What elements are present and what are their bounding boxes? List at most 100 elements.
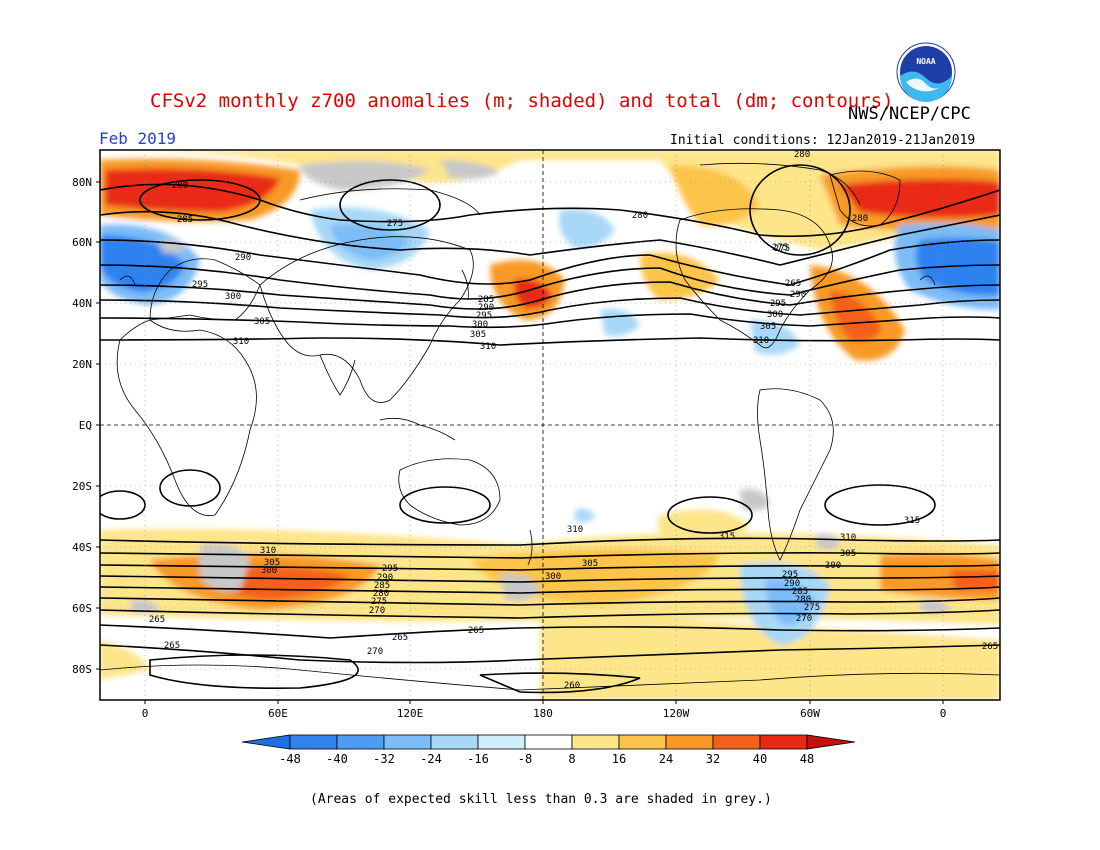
contour-label: 265 (149, 615, 165, 625)
contour-label: 275 (774, 244, 790, 254)
contour-label: 280 (852, 214, 868, 224)
height-contours (100, 164, 1000, 694)
skill-footnote: (Areas of expected skill less than 0.3 a… (310, 792, 772, 807)
lat-label: 40S (72, 541, 92, 554)
contour-label: 300 (472, 320, 488, 330)
chart-title: CFSv2 monthly z700 anomalies (m; shaded)… (150, 90, 894, 112)
contour-label: 275 (371, 597, 387, 607)
grid-lines (100, 150, 1000, 700)
contour-label: 300 (825, 561, 841, 571)
colorbar-arrow-high (806, 734, 856, 750)
colorbar-segment (618, 734, 667, 750)
contour-label: 290 (235, 253, 251, 263)
contour-label: 275 (772, 243, 788, 253)
colorbar-tick-label: -24 (420, 752, 442, 766)
contour-label: 305 (254, 317, 270, 327)
lon-label: 120W (663, 707, 690, 720)
initial-conditions: Initial conditions: 12Jan2019-21Jan2019 (670, 133, 976, 148)
lon-label: 60W (800, 707, 820, 720)
colorbar-segment (571, 734, 620, 750)
colorbar-tick-label: 32 (706, 752, 720, 766)
contour-label: 300 (767, 310, 783, 320)
contour-label-group: 275 280 280 285 290 295 300 305 310 275 … (149, 150, 998, 691)
contour-label: 275 (387, 219, 403, 229)
contour-label: 310 (480, 342, 496, 352)
lon-label: 60E (268, 707, 288, 720)
contour-label: 290 (790, 290, 806, 300)
contour-label: 315 (904, 516, 920, 526)
contour-label: 305 (264, 558, 280, 568)
contour-label: 265 (468, 626, 484, 636)
grid-dots (100, 150, 1000, 700)
colorbar-tick-label: -48 (279, 752, 301, 766)
contour-label: 290 (784, 579, 800, 589)
colorbar-tick-label: -8 (518, 752, 532, 766)
colorbar-segment (336, 734, 385, 750)
lat-label: 80S (72, 663, 92, 676)
contour-label: 300 (545, 572, 561, 582)
contour-label: 280 (373, 589, 389, 599)
lon-labels: 0 60E 120E 180 120W 60W 0 (142, 707, 947, 720)
coastlines (100, 162, 1000, 691)
contour-label: 295 (192, 280, 208, 290)
colorbar-segment (289, 734, 338, 750)
contour-label: 285 (478, 295, 494, 305)
forecast-month: Feb 2019 (99, 129, 177, 148)
contour-label: 300 (225, 292, 241, 302)
contour-label: 270 (796, 614, 812, 624)
contour-label: 285 (374, 581, 390, 591)
contour-label: 310 (840, 533, 856, 543)
contour-label: 300 (261, 566, 277, 576)
colorbar: -48 -40 -32 -24 -16 -8 8 16 24 32 40 48 (241, 734, 856, 766)
contour-label: 305 (840, 549, 856, 559)
contour-label: 295 (476, 311, 492, 321)
colorbar-segment (383, 734, 432, 750)
contour-label: 290 (377, 573, 393, 583)
contour-label: 290 (478, 303, 494, 313)
colorbar-segment (477, 734, 526, 750)
contour-label: 310 (260, 546, 276, 556)
contour-label: 310 (233, 337, 249, 347)
contour-label: 265 (785, 279, 801, 289)
colorbar-tick-label: -32 (373, 752, 395, 766)
lon-label: 180 (533, 707, 553, 720)
colorbar-segment (524, 734, 573, 750)
contour-label: 310 (753, 336, 769, 346)
contour-label: 295 (382, 564, 398, 574)
noaa-logo: NOAA (896, 42, 956, 102)
contour-label: 295 (782, 570, 798, 580)
agency-label: NWS/NCEP/CPC (848, 104, 971, 124)
colorbar-tick-label: 24 (659, 752, 673, 766)
lon-label: 0 (940, 707, 947, 720)
lat-label: 80N (72, 176, 92, 189)
contour-label: 275 (804, 603, 820, 613)
lat-labels: 80N 60N 40N 20N EQ 20S 40S 60S 80S (72, 176, 92, 676)
contour-label: 280 (172, 181, 188, 191)
contour-label: 280 (795, 595, 811, 605)
contour-label: 270 (369, 606, 385, 616)
contour-label: 310 (567, 525, 583, 535)
contour-label: 280 (794, 150, 810, 160)
lat-label: 20N (72, 358, 92, 371)
lat-label: 40N (72, 297, 92, 310)
colorbar-arrow-low (241, 734, 291, 750)
contour-label: 260 (564, 681, 580, 691)
colorbar-tick-label: -16 (467, 752, 489, 766)
contour-label: 295 (770, 299, 786, 309)
axis-ticks (96, 181, 944, 704)
lon-label: 0 (142, 707, 149, 720)
colorbar-tick-label: 16 (612, 752, 626, 766)
lat-label: EQ (79, 419, 92, 432)
contour-label: 265 (164, 641, 180, 651)
lat-label: 20S (72, 480, 92, 493)
contour-label: 305 (582, 559, 598, 569)
colorbar-segment (712, 734, 761, 750)
contour-label: 285 (177, 215, 193, 225)
colorbar-tick-label: 48 (800, 752, 814, 766)
colorbar-segment (759, 734, 808, 750)
contour-label: 315 (719, 532, 735, 542)
contour-label: 265 (392, 633, 408, 643)
contour-label: 265 (982, 642, 998, 652)
colorbar-tick-label: 40 (753, 752, 767, 766)
